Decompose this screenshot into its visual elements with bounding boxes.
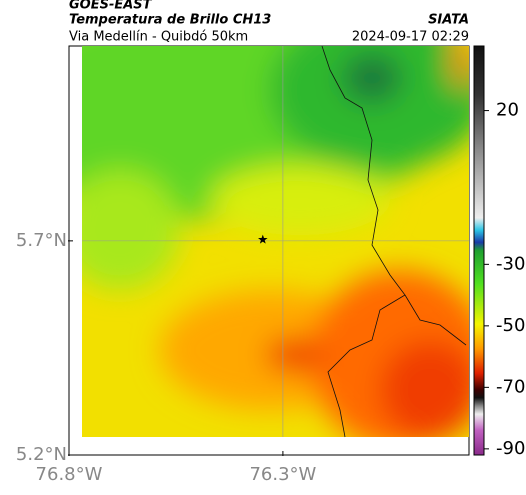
lat-label: 5.2°N <box>16 444 67 465</box>
location: Via Medellín - Quibdó 50km <box>69 30 248 45</box>
title: GOES-EAST <box>69 0 153 13</box>
lon-label: 76.3°W <box>249 464 316 485</box>
colorbar-label: -70 <box>496 376 525 397</box>
source: SIATA <box>428 13 469 28</box>
lat-label: 5.7°N <box>16 230 67 251</box>
colorbar-label: -30 <box>496 253 525 274</box>
datetime: 2024-09-17 02:29 <box>352 30 469 45</box>
colorbar <box>473 45 485 456</box>
colorbar-label: 20 <box>496 100 519 121</box>
temperature-field <box>82 46 469 437</box>
location-marker <box>258 234 268 244</box>
colorbar-label: -90 <box>496 438 525 459</box>
lon-label: 76.8°W <box>36 464 103 485</box>
colorbar-label: -50 <box>496 315 525 336</box>
border-line <box>321 45 467 438</box>
subtitle: Temperatura de Brillo CH13 <box>69 13 271 28</box>
